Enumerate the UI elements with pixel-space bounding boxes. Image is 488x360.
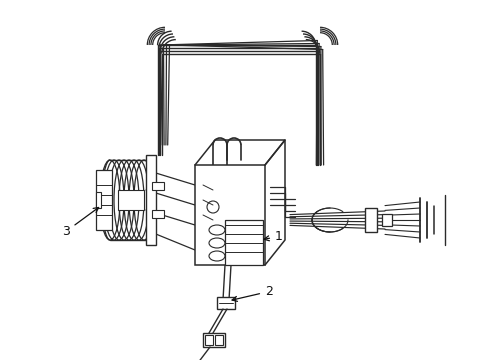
Bar	[96, 192, 101, 208]
Bar	[152, 210, 163, 218]
Bar	[118, 190, 143, 210]
Text: 3: 3	[62, 207, 99, 238]
Bar	[203, 333, 224, 347]
Bar	[217, 297, 235, 309]
Bar	[152, 182, 163, 190]
Text: 1: 1	[264, 230, 282, 243]
Bar	[204, 335, 213, 345]
Bar	[195, 165, 264, 265]
Bar	[96, 170, 112, 230]
Bar	[364, 208, 376, 232]
Bar	[215, 335, 223, 345]
Bar	[381, 214, 391, 226]
Bar	[146, 155, 156, 245]
Text: 2: 2	[232, 285, 272, 301]
Bar	[224, 220, 263, 265]
